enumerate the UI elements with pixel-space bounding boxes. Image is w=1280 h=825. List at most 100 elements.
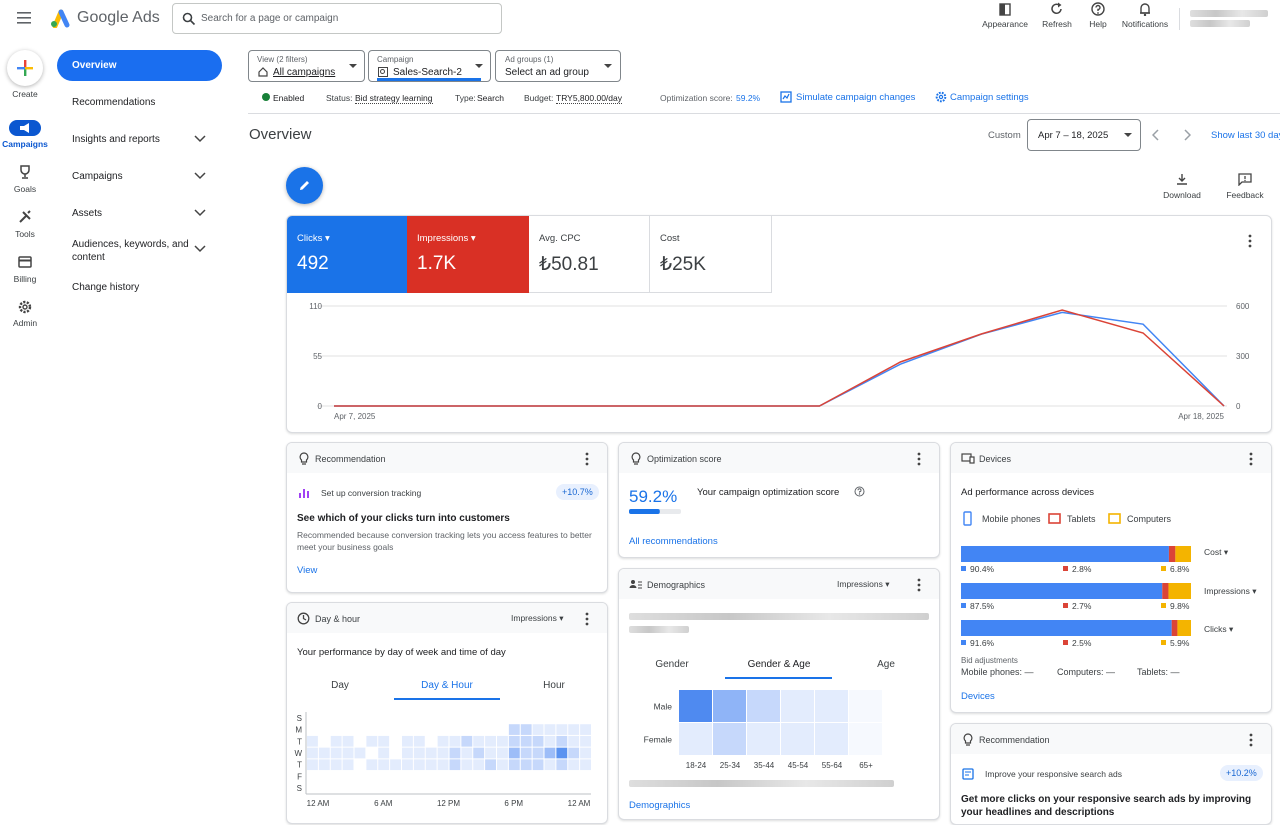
metric-tile[interactable]: Cost ₺25K <box>650 216 772 293</box>
heat-cell <box>330 724 342 735</box>
label-swatch <box>1161 640 1166 645</box>
metric-select[interactable]: Impressions ▾ <box>1204 586 1257 596</box>
filter-adgroup[interactable]: Ad groups (1) Select an ad group <box>495 50 621 82</box>
refresh-icon[interactable] <box>1050 2 1064 16</box>
rec-link[interactable]: View <box>297 565 318 576</box>
tab[interactable]: Gender <box>655 659 689 670</box>
page-title: Overview <box>249 126 312 143</box>
help-icon[interactable] <box>854 486 865 497</box>
value-label: 2.5% <box>1072 638 1092 648</box>
nav-item[interactable]: Campaigns <box>72 171 123 182</box>
series-line <box>334 309 1225 407</box>
action-label[interactable]: Help <box>1089 19 1107 29</box>
tab[interactable]: Hour <box>543 680 565 691</box>
heat-cell <box>544 735 556 747</box>
nav-item[interactable]: Assets <box>72 208 103 219</box>
nav-item[interactable]: Recommendations <box>72 97 156 108</box>
filter-view[interactable]: View (2 filters) All campaigns <box>248 50 365 82</box>
help-icon[interactable] <box>1091 2 1105 16</box>
nav-item[interactable]: Overview <box>72 60 117 71</box>
tab[interactable]: Gender & Age <box>747 659 811 670</box>
metric-select[interactable]: Clicks ▾ <box>1204 624 1234 634</box>
more-menu[interactable] <box>1248 733 1254 747</box>
filter-value: Sales-Search-2 <box>393 67 462 78</box>
device-bar <box>1175 546 1191 562</box>
heat-cell <box>307 747 318 759</box>
tab[interactable]: Day <box>331 680 349 691</box>
heat-cell <box>485 712 496 724</box>
heat-cell <box>402 782 413 794</box>
action-label[interactable]: Refresh <box>1042 19 1072 29</box>
menu-icon[interactable] <box>17 12 33 24</box>
device-bar <box>961 583 1163 599</box>
nav-active[interactable] <box>57 50 222 81</box>
feedback-icon[interactable] <box>1238 173 1252 186</box>
rail-label[interactable]: Tools <box>15 229 35 239</box>
action-label[interactable]: Notifications <box>1121 19 1169 29</box>
next-arrow[interactable] <box>1183 129 1191 141</box>
chevron[interactable] <box>194 135 206 143</box>
heat-cell <box>508 782 520 794</box>
feedback-label[interactable]: Feedback <box>1226 190 1264 200</box>
heat-cell <box>508 747 520 759</box>
heat-cell <box>461 712 473 724</box>
demographics-link[interactable]: Demographics <box>629 800 691 811</box>
status-value[interactable]: Bid strategy learning <box>355 93 433 104</box>
tools-icon[interactable] <box>18 210 32 224</box>
search-box[interactable]: Search for a page or campaign <box>172 3 502 34</box>
notifications-icon[interactable] <box>1138 2 1152 16</box>
download-icon[interactable] <box>1176 173 1188 186</box>
download-label[interactable]: Download <box>1163 190 1201 200</box>
heat-cell <box>544 782 556 794</box>
more-menu[interactable] <box>916 578 922 592</box>
action-label[interactable]: Appearance <box>982 19 1028 29</box>
chevron[interactable] <box>194 172 206 180</box>
rail-label[interactable]: Goals <box>13 184 37 194</box>
budget-value[interactable]: TRY5,800.00/day <box>556 93 622 104</box>
metric-value: 1.7K <box>417 253 457 274</box>
filter-campaign[interactable]: Campaign Sales-Search-2 <box>368 50 491 82</box>
metric-select[interactable]: Impressions ▾ <box>837 579 890 589</box>
simulate-link[interactable]: Simulate campaign changes <box>796 92 916 103</box>
metric-tile[interactable]: Avg. CPC ₺50.81 <box>529 216 650 293</box>
nav-item[interactable]: Audiences, keywords, and content <box>72 239 189 263</box>
heat-cell <box>342 759 354 771</box>
heat-cell <box>508 735 520 747</box>
create-button[interactable] <box>7 50 43 86</box>
settings-link[interactable]: Campaign settings <box>950 92 1029 103</box>
label-swatch <box>961 640 966 645</box>
tab[interactable]: Day & Hour <box>421 680 473 691</box>
tab[interactable]: Age <box>877 659 895 670</box>
more-menu[interactable] <box>1248 452 1254 466</box>
edit-button[interactable] <box>286 167 323 204</box>
devices-link[interactable]: Devices <box>961 691 995 702</box>
goals-icon[interactable] <box>18 165 32 179</box>
admin-icon[interactable] <box>18 300 32 314</box>
chevron[interactable] <box>194 245 206 253</box>
billing-icon[interactable] <box>18 255 32 269</box>
metric-select[interactable]: Impressions ▾ <box>511 613 564 623</box>
rail-label[interactable]: Create <box>12 89 38 99</box>
heat-cell <box>679 690 712 722</box>
metric-tile[interactable]: Clicks ▾ 492 <box>287 216 407 293</box>
more-menu[interactable] <box>1247 234 1253 248</box>
rail-label[interactable]: Campaigns <box>2 139 48 149</box>
chevron[interactable] <box>194 209 206 217</box>
more-menu[interactable] <box>916 452 922 466</box>
rail-label[interactable]: Admin <box>12 318 38 328</box>
more-menu[interactable] <box>584 452 590 466</box>
campaigns-pill[interactable] <box>9 120 41 136</box>
heat-cell <box>747 690 780 722</box>
prev-arrow[interactable] <box>1152 129 1160 141</box>
legend-label: Computers <box>1127 514 1172 524</box>
metric-tile[interactable]: Impressions ▾ 1.7K <box>407 216 529 293</box>
appearance-icon[interactable] <box>998 2 1012 16</box>
nav-item[interactable]: Insights and reports <box>72 134 160 145</box>
metric-select[interactable]: Cost ▾ <box>1204 547 1229 557</box>
date-picker[interactable]: Apr 7 – 18, 2025 <box>1027 119 1141 151</box>
score-link[interactable]: All recommendations <box>629 536 718 547</box>
rail-label[interactable]: Billing <box>13 274 37 284</box>
show-last-link[interactable]: Show last 30 days <box>1211 130 1280 141</box>
more-menu[interactable] <box>584 612 590 626</box>
nav-item[interactable]: Change history <box>72 282 140 293</box>
